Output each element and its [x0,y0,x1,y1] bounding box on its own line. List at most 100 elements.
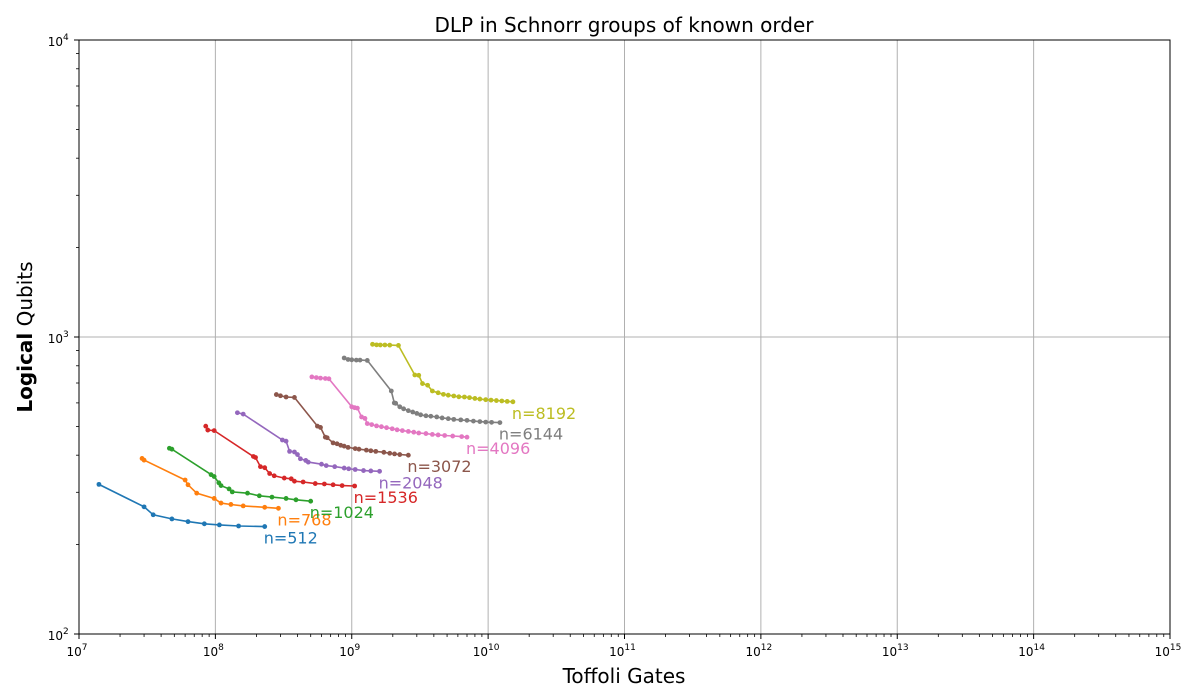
series-layer [96,341,516,529]
x-tick-label: 109 [339,643,360,659]
series-label-n-8192: n=8192 [512,404,576,423]
x-tick-exponent: 9 [355,643,361,653]
series-label-n-512: n=512 [264,529,318,548]
data-point-n-2048 [323,463,329,468]
data-point-n-1024 [308,498,314,504]
data-point-n-8192 [494,398,499,403]
data-point-n-4096 [411,429,417,435]
data-point-n-8192 [477,396,483,402]
data-point-n-8192 [435,390,441,396]
data-point-n-8192 [499,398,505,404]
data-point-n-4096 [379,424,384,430]
data-point-n-6144 [401,406,407,412]
data-point-n-6144 [414,411,420,416]
x-tick-exponent: 13 [897,643,908,653]
data-point-n-512 [96,481,102,487]
data-point-n-768 [262,504,268,510]
y-tick-exponent: 4 [63,33,69,43]
x-tick-exponent: 10 [488,643,500,653]
x-tick-label: 107 [66,643,87,659]
data-point-n-2048 [240,411,246,417]
x-tick-base: 10 [339,645,354,659]
data-point-n-8192 [429,388,435,394]
x-tick-base: 10 [203,645,218,659]
y-tick-base: 10 [48,332,63,346]
data-point-n-1536 [203,423,209,429]
data-point-n-1024 [218,483,224,488]
y-tick-exponent: 2 [63,627,69,637]
data-point-n-4096 [313,375,319,380]
series-line-n-4096 [311,376,468,438]
data-point-n-1024 [283,496,289,501]
data-point-n-3072 [330,440,336,446]
y-tick-label: 10 [48,35,63,49]
data-point-n-2048 [352,467,358,472]
data-point-n-4096 [435,432,441,438]
data-point-n-6144 [445,416,451,422]
data-point-n-1536 [281,475,287,481]
data-point-n-512 [141,504,147,510]
x-tick-label: 1012 [746,643,773,659]
y-axis-label-rest: Qubits [13,261,37,332]
data-point-n-6144 [464,417,470,423]
data-point-n-4096 [389,426,395,432]
data-point-n-4096 [405,429,411,434]
data-point-n-6144 [418,412,424,418]
data-point-n-2048 [368,468,374,474]
data-point-n-4096 [384,425,389,431]
y-tick-base: 10 [48,35,63,49]
data-point-n-8192 [472,396,478,401]
series-label-n-1024: n=1024 [310,503,374,522]
series-n-4096 [309,374,470,440]
data-point-n-1024 [245,490,250,496]
data-point-n-3072 [373,448,379,454]
data-point-n-8192 [387,342,393,348]
data-point-n-512 [185,519,191,525]
data-point-n-8192 [374,342,379,348]
data-point-n-3072 [324,435,330,441]
data-point-n-1024 [293,497,299,503]
data-point-n-8192 [456,394,462,400]
data-point-n-2048 [332,464,338,470]
data-point-n-6144 [393,400,399,406]
series-label-n-1536: n=1536 [354,488,418,507]
data-point-n-6144 [353,357,359,363]
x-tick-exponent: 12 [761,643,772,653]
data-point-n-8192 [510,399,516,405]
data-point-n-6144 [451,416,457,422]
data-point-n-3072 [341,443,347,449]
data-point-n-6144 [471,418,476,424]
data-point-n-8192 [483,397,489,403]
data-point-n-2048 [283,438,289,444]
chart-title: DLP in Schnorr groups of known order [435,13,815,37]
data-point-n-4096 [464,434,470,440]
x-tick-base: 10 [473,645,488,659]
data-point-n-768 [228,502,234,507]
x-tick-exponent: 11 [624,643,635,653]
series-label-n-2048: n=2048 [379,473,443,492]
data-point-n-4096 [354,405,360,411]
data-point-n-1536 [292,478,297,484]
data-point-n-8192 [441,391,446,397]
data-point-n-6144 [483,419,489,425]
data-point-n-3072 [352,446,358,451]
data-point-n-4096 [399,428,405,434]
y-tick-label: 10 [48,629,63,643]
data-point-n-6144 [364,358,370,363]
data-point-n-1536 [352,483,358,489]
data-point-n-1024 [229,489,235,495]
series-n-1536 [203,423,358,489]
data-point-n-1024 [269,494,275,500]
data-point-n-1536 [300,479,306,485]
data-point-n-3072 [273,392,279,397]
y-axis-label: Logical Qubits [13,261,37,412]
data-point-n-6144 [439,415,445,421]
data-point-n-2048 [305,459,311,465]
data-point-n-4096 [364,421,370,426]
data-point-n-4096 [326,376,332,382]
x-tick-label: 1015 [1155,643,1182,659]
data-point-n-8192 [377,342,383,348]
data-point-n-4096 [374,423,379,429]
data-point-n-3072 [381,449,387,455]
data-point-n-1536 [330,482,336,488]
